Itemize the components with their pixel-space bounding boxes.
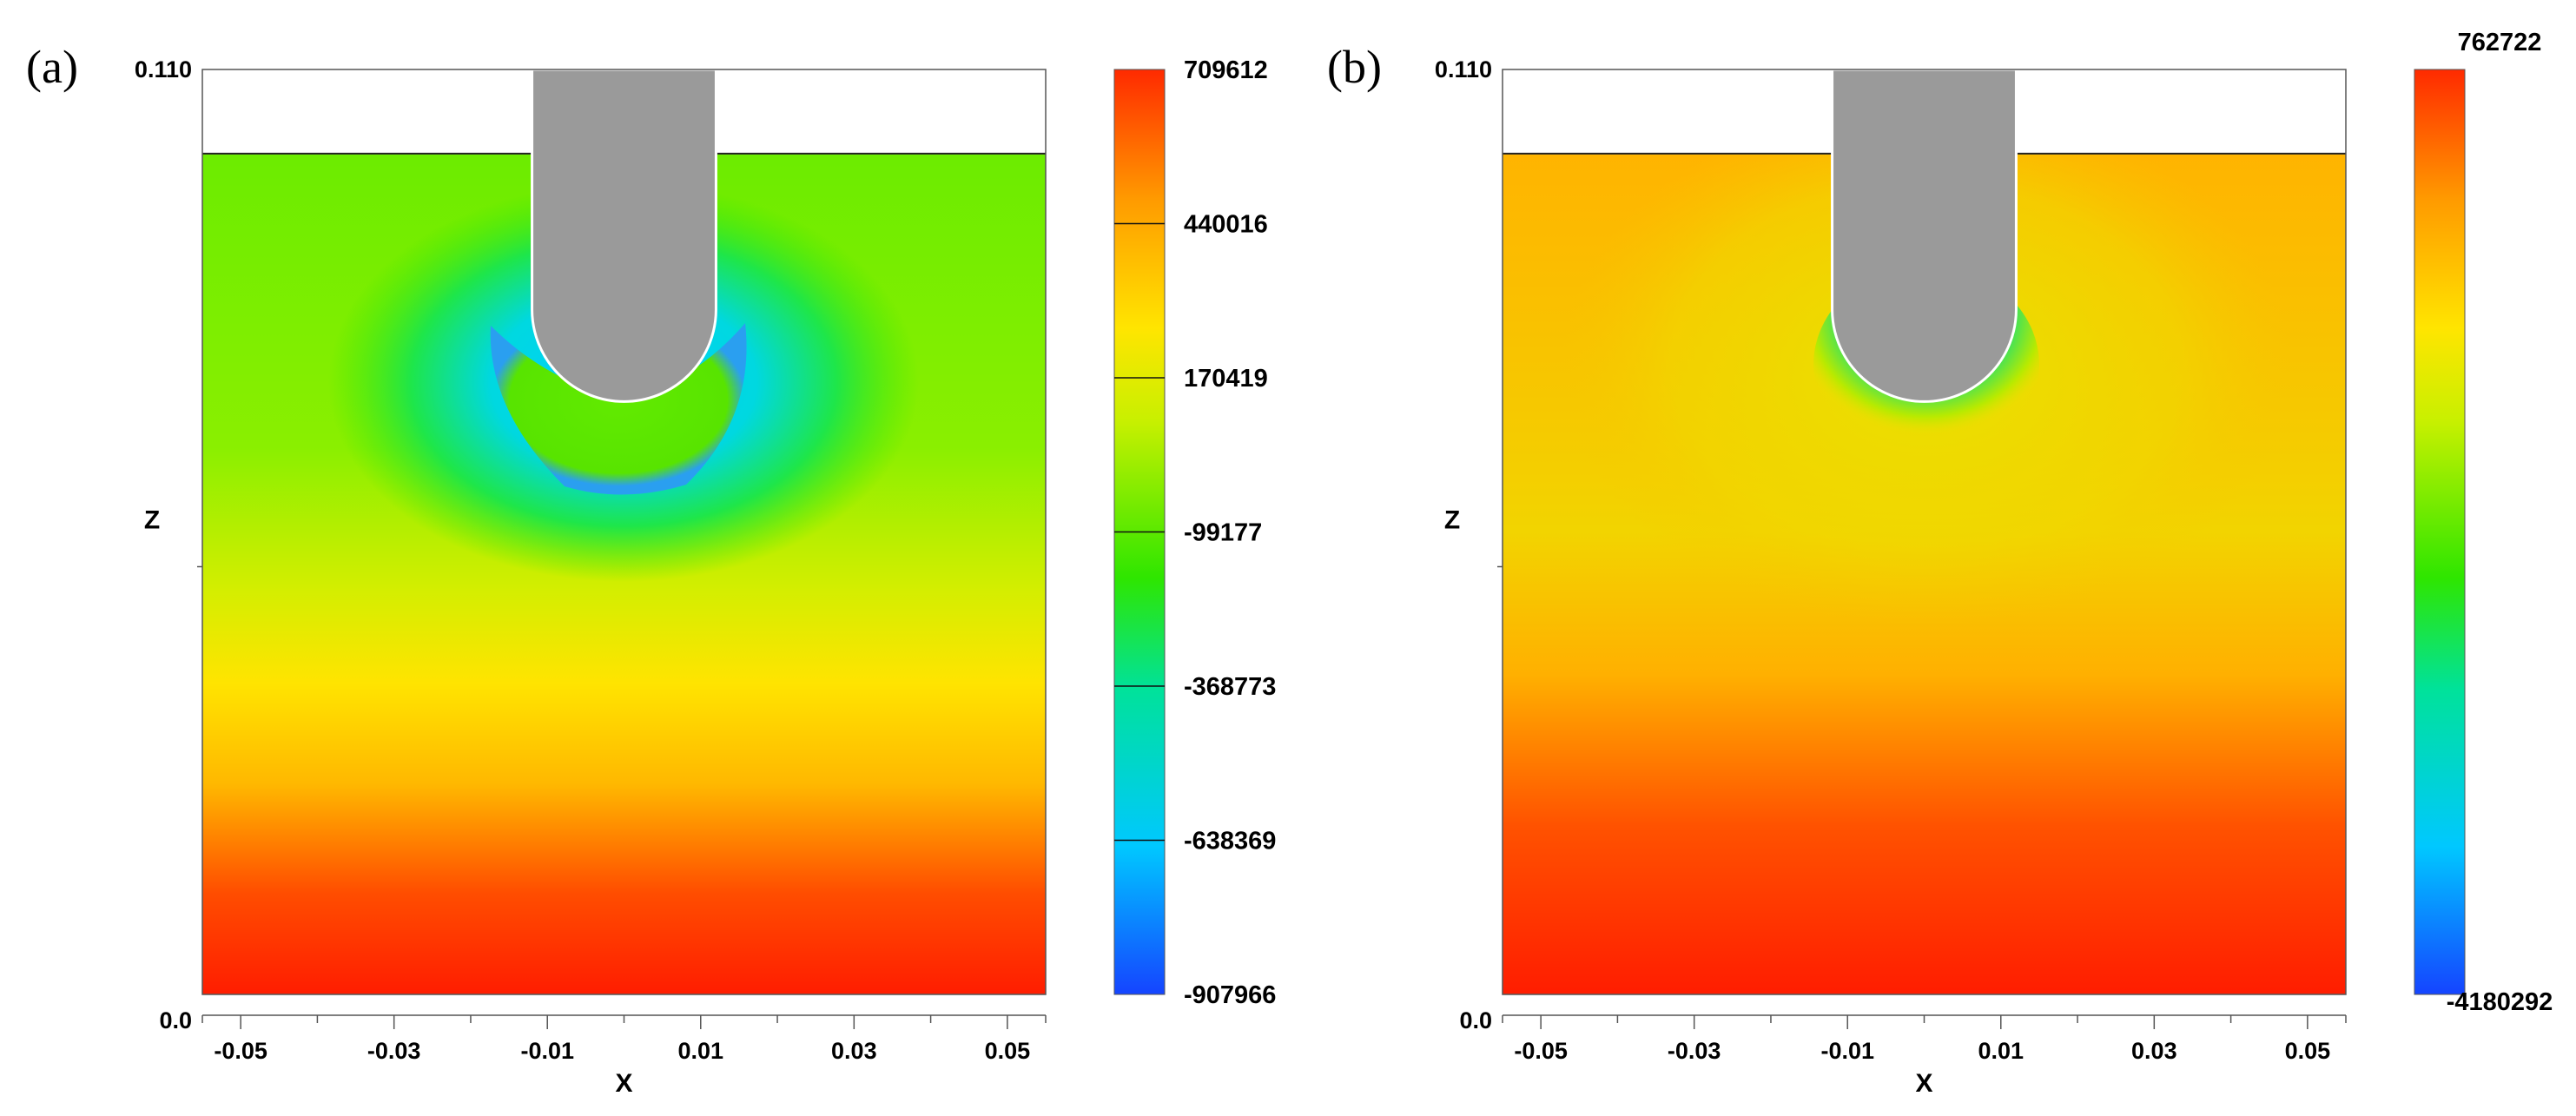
x-axis-label: X [1915, 1069, 1932, 1098]
plot-area: -0.05 -0.03 -0.01 0.01 0.03 0.05 X 0.0 0.110 Z 709… [135, 56, 1277, 1098]
colorbar-label: -4180292 [2447, 988, 2553, 1016]
plot-area: -0.05 -0.03 -0.01 0.01 0.03 0.05 X 0.0 0.110 Z 762… [1435, 29, 2553, 1098]
colorbar-label: -368773 [1184, 673, 1276, 701]
x-axis-label: X [615, 1069, 632, 1098]
colorbar-label: 762722 [2458, 29, 2542, 56]
x-tick-label: -0.03 [1668, 1038, 1721, 1064]
plot-frame [1502, 69, 2347, 995]
x-tick-label: -0.01 [520, 1038, 574, 1064]
colorbar-label: 440016 [1184, 210, 1268, 238]
y-tick-label: 0.110 [1435, 56, 1492, 83]
colorbar-label: -638369 [1184, 827, 1276, 855]
x-tick-label: 0.03 [2131, 1038, 2177, 1064]
x-tick-label: -0.03 [367, 1038, 421, 1064]
y-tick-label: 0.0 [1459, 1007, 1492, 1033]
indenter [531, 68, 717, 403]
y-axis-label: Z [144, 506, 160, 535]
x-tick-label: -0.01 [1820, 1038, 1874, 1064]
y-axis-label: Z [1444, 506, 1460, 535]
colorbar-label: 709612 [1184, 56, 1268, 84]
x-tick-label: -0.05 [214, 1038, 268, 1064]
panel-a: (a) -0.05 -0.03 -0.01 0.01 0.03 0.05 X 0.0 0.110… [26, 41, 1276, 1098]
panel-b: (b) -0.05 -0.03 -0.01 0.01 0.03 0.05 X 0.0 0.110… [1327, 29, 2553, 1098]
plot-frame [201, 69, 1047, 995]
colorbar-label: -99177 [1184, 519, 1262, 547]
colorbar-label: 170419 [1184, 365, 1268, 393]
y-tick-label: 0.0 [159, 1007, 192, 1033]
x-tick-label: 0.03 [831, 1038, 877, 1064]
panel-label: (b) [1327, 41, 1382, 93]
x-tick-label: -0.05 [1514, 1038, 1568, 1064]
colorbar [2414, 69, 2466, 995]
x-tick-label: 0.01 [677, 1038, 723, 1064]
indenter [1831, 68, 2018, 403]
y-tick-label: 0.110 [135, 56, 192, 83]
x-tick-label: 0.05 [2285, 1038, 2331, 1064]
colorbar-label: -907966 [1184, 981, 1276, 1009]
x-tick-label: 0.01 [1978, 1038, 2024, 1064]
x-tick-label: 0.05 [985, 1038, 1031, 1064]
panel-label: (a) [26, 41, 78, 93]
